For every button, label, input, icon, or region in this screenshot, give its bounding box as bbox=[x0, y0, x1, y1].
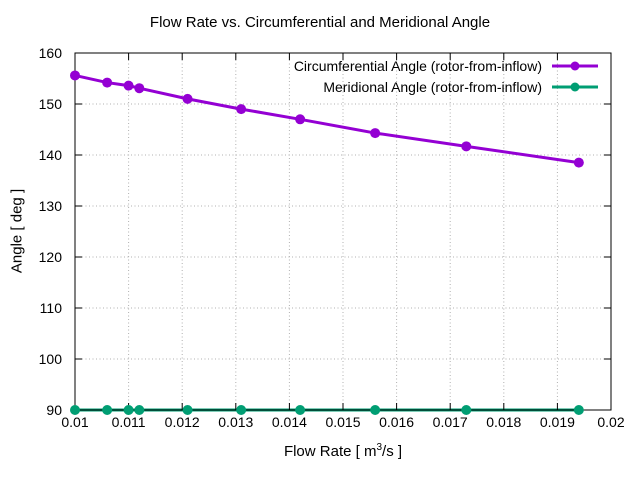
legend-marker-meridional bbox=[570, 82, 580, 91]
data-point-series-1 bbox=[370, 405, 381, 415]
y-tick-label: 130 bbox=[39, 198, 63, 214]
legend-marker-circumferential bbox=[570, 61, 580, 70]
x-tick-label: 0.012 bbox=[165, 414, 200, 430]
legend-sample-line-meridional bbox=[552, 82, 598, 91]
data-point-series-0 bbox=[134, 83, 145, 94]
y-tick-label: 140 bbox=[39, 147, 63, 163]
legend-label-meridional: Meridional Angle (rotor-from-inflow) bbox=[323, 78, 542, 95]
chart-title: Flow Rate vs. Circumferential and Meridi… bbox=[149, 14, 491, 31]
data-point-series-0 bbox=[573, 157, 584, 168]
legend-item-meridional: Meridional Angle (rotor-from-inflow) bbox=[294, 76, 600, 97]
x-tick-label: 0.019 bbox=[540, 414, 575, 430]
data-point-series-1 bbox=[123, 405, 134, 415]
data-point-series-0 bbox=[236, 104, 247, 115]
legend-item-circumferential: Circumferential Angle (rotor-from-inflow… bbox=[294, 55, 600, 76]
data-point-series-1 bbox=[70, 405, 80, 415]
data-point-series-1 bbox=[573, 405, 584, 415]
data-point-series-1 bbox=[236, 405, 247, 415]
legend-label-circumferential: Circumferential Angle (rotor-from-inflow… bbox=[293, 57, 542, 74]
legend: Circumferential Angle (rotor-from-inflow… bbox=[294, 55, 600, 97]
x-tick-label: 0.014 bbox=[272, 414, 307, 430]
data-point-series-0 bbox=[295, 114, 306, 125]
x-axis-title-text: Flow Rate [ m bbox=[283, 443, 377, 460]
data-point-series-0 bbox=[123, 80, 134, 91]
data-point-series-1 bbox=[295, 405, 306, 415]
series-line-0 bbox=[74, 73, 580, 165]
x-tick-label: 0.017 bbox=[433, 414, 468, 430]
y-tick-label: 120 bbox=[39, 249, 63, 265]
data-point-series-1 bbox=[461, 405, 472, 415]
x-axis-title-superscript: 3 bbox=[376, 442, 383, 453]
y-axis-title: Angle [ deg ] bbox=[8, 188, 26, 274]
y-tick-label: 90 bbox=[46, 402, 62, 418]
x-tick-label: 0.015 bbox=[325, 414, 360, 430]
data-point-series-1 bbox=[182, 405, 193, 415]
x-tick-label: 0.01 bbox=[61, 414, 88, 430]
y-tick-label: 100 bbox=[39, 351, 63, 367]
x-axis-title: Flow Rate [ m3/s ] bbox=[75, 442, 611, 461]
data-point-series-0 bbox=[102, 77, 113, 88]
x-axis-title-unit: /s ] bbox=[382, 443, 403, 460]
y-tick-label: 160 bbox=[39, 45, 63, 61]
y-tick-label: 110 bbox=[40, 300, 63, 316]
legend-sample-line-circumferential bbox=[552, 61, 598, 70]
x-tick-label: 0.016 bbox=[379, 414, 414, 430]
data-point-series-0 bbox=[70, 70, 80, 81]
data-point-series-1 bbox=[134, 405, 145, 415]
x-tick-label: 0.013 bbox=[218, 414, 253, 430]
x-tick-label: 0.018 bbox=[486, 414, 521, 430]
x-tick-label: 0.02 bbox=[597, 414, 624, 430]
data-point-series-0 bbox=[370, 128, 381, 139]
data-point-series-0 bbox=[182, 93, 193, 104]
y-tick-label: 150 bbox=[39, 96, 63, 112]
data-point-series-1 bbox=[102, 405, 113, 415]
x-tick-label: 0.011 bbox=[112, 414, 146, 430]
data-point-series-0 bbox=[461, 141, 472, 152]
